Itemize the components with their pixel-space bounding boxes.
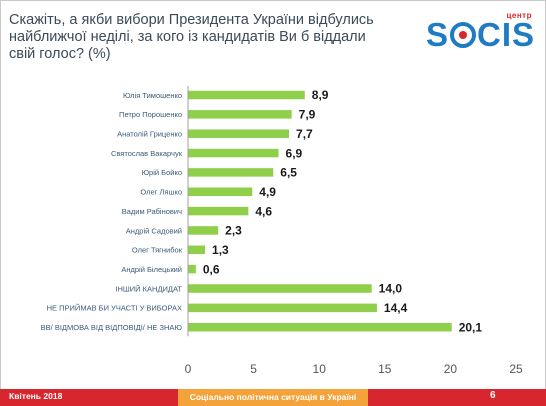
footer-bar: Квітень 2018 Соціально політична ситуаці… — [0, 389, 546, 406]
category-label: ІНШИЙ КАНДИДАТ — [115, 284, 182, 293]
x-tick-label: 5 — [250, 362, 257, 376]
bars-layer: Юлія Тимошенко 8,9 Петро Порошенко 7,9 Анато… — [41, 88, 483, 334]
value-label: 4,9 — [259, 185, 276, 199]
logo-o-icon — [450, 22, 477, 48]
x-tick-label: 0 — [185, 362, 192, 376]
logo-letter-s: S — [426, 16, 450, 53]
x-tick-label: 10 — [313, 362, 327, 376]
bar-10 — [188, 284, 372, 293]
x-tick-label: 20 — [444, 362, 458, 376]
category-label: Анатолій Гриценко — [117, 130, 182, 139]
value-label: 20,1 — [459, 320, 483, 334]
page-title: Скажіть, а якби вибори Президента Україн… — [9, 12, 374, 62]
bar-2 — [188, 129, 290, 138]
value-label: 14,4 — [384, 301, 408, 315]
bar-5 — [188, 187, 253, 196]
x-axis: 0 5 10 15 20 25 — [185, 86, 523, 376]
value-label: 4,6 — [255, 204, 272, 218]
bar-4 — [188, 168, 274, 177]
category-label: ВВ/ ВІДМОВА ВІД ВІДПОВІДІ/ НЕ ЗНАЮ — [41, 323, 183, 332]
value-label: 2,3 — [225, 224, 242, 238]
category-label: Святослав Вакарчук — [111, 149, 183, 158]
logo-letters-cis: CIS — [477, 16, 536, 53]
category-label: НЕ ПРИЙМАВ БИ УЧАСТІ У ВИБОРАХ — [47, 304, 182, 313]
category-label: Олег Тягнибок — [132, 246, 183, 255]
logo-center-text: центр — [506, 11, 532, 20]
bar-12 — [188, 322, 452, 332]
bar-3 — [188, 148, 279, 158]
category-label: Петро Порошенко — [119, 110, 182, 119]
value-label: 8,9 — [312, 88, 329, 102]
value-label: 7,9 — [299, 108, 316, 122]
category-label: Андрій Білецький — [121, 265, 182, 274]
value-label: 6,9 — [286, 146, 303, 160]
category-label: Вадим Рабінович — [122, 207, 182, 216]
category-label: Юрій Бойко — [141, 168, 182, 177]
bar-1 — [188, 110, 292, 119]
value-label: 0,6 — [203, 262, 220, 276]
value-label: 6,5 — [280, 166, 297, 180]
bar-6 — [188, 206, 249, 216]
x-tick-label: 25 — [509, 362, 523, 376]
x-tick-label: 15 — [378, 362, 392, 376]
bar-0 — [188, 90, 305, 100]
bar-chart: Юлія Тимошенко 8,9 Петро Порошенко 7,9 Анато… — [41, 86, 523, 376]
bar-11 — [188, 303, 377, 313]
bar-9 — [188, 264, 196, 274]
logo-wordmark: S CIS — [426, 17, 535, 53]
value-label: 7,7 — [296, 127, 313, 141]
bar-7 — [188, 226, 219, 235]
value-label: 1,3 — [212, 243, 229, 257]
category-label: Юлія Тимошенко — [123, 91, 182, 100]
category-label: Олег Ляшко — [140, 188, 182, 197]
page-number: 6 — [490, 390, 496, 401]
footer-section-title: Соціально політична ситуація в Україні — [178, 389, 368, 406]
category-label: Андрій Садовий — [126, 226, 182, 235]
value-label: 14,0 — [379, 282, 403, 296]
bar-8 — [188, 245, 206, 255]
footer-date: Квітень 2018 — [9, 391, 63, 401]
socis-logo: центр S CIS — [426, 11, 538, 53]
